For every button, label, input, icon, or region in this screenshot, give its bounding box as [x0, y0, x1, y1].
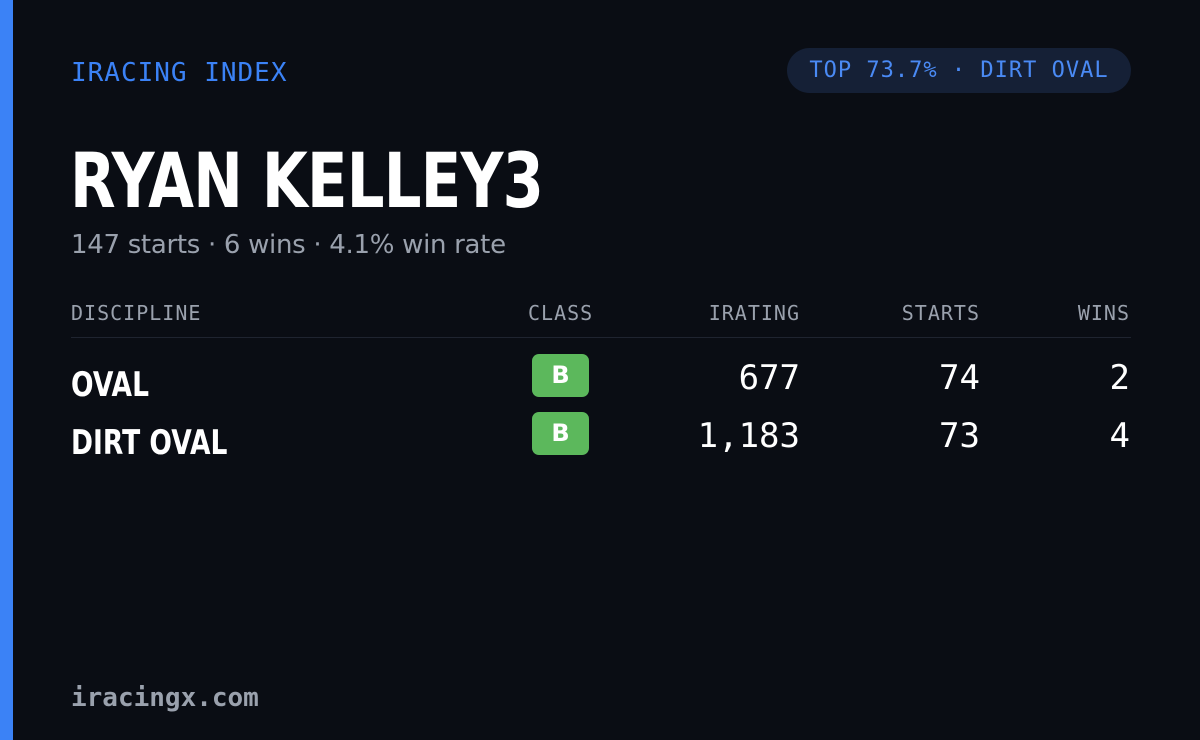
- driver-name: RYAN KELLEY3: [70, 136, 544, 225]
- wins-value: 4: [1109, 416, 1130, 456]
- career-summary: 147 starts · 6 wins · 4.1% win rate: [71, 230, 506, 260]
- starts-value: 74: [939, 358, 980, 398]
- column-header-discipline: DISCIPLINE: [71, 301, 202, 325]
- header-divider: [71, 337, 1131, 338]
- starts-value: 73: [939, 416, 980, 456]
- column-header-wins: WINS: [1077, 301, 1130, 325]
- class-badge: B: [532, 354, 589, 397]
- wins-value: 2: [1109, 358, 1130, 398]
- rank-badge: TOP 73.7% · DIRT OVAL: [787, 48, 1131, 93]
- column-header-starts: STARTS: [901, 301, 980, 325]
- discipline-name: OVAL: [71, 365, 149, 405]
- irating-value: 1,183: [697, 416, 800, 456]
- discipline-name: DIRT OVAL: [71, 423, 228, 463]
- brand-title: IRACING INDEX: [71, 58, 288, 88]
- column-header-class: CLASS: [528, 301, 594, 325]
- irating-value: 677: [738, 358, 800, 398]
- accent-bar: [0, 0, 13, 740]
- class-badge: B: [532, 412, 589, 455]
- column-header-irating: IRATING: [708, 301, 800, 325]
- site-url: iracingx.com: [71, 683, 259, 713]
